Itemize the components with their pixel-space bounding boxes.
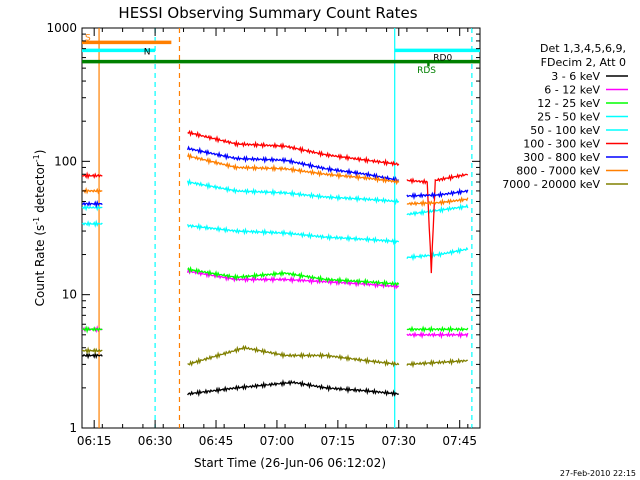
series-0-seg-1	[187, 378, 400, 398]
legend-header-1: FDecim 2, Att 0	[541, 56, 626, 69]
legend-label-4: 50 - 100 keV	[530, 124, 600, 137]
x-tick-label-3: 07:00	[260, 434, 295, 448]
x-tick-label-2: 06:45	[199, 434, 234, 448]
footer-timestamp: 27-Feb-2010 22:15	[560, 469, 636, 478]
legend-label-5: 100 - 300 keV	[523, 138, 600, 151]
series-8-seg-1	[187, 344, 400, 368]
legend-label-0: 3 - 6 keV	[551, 70, 600, 83]
x-tick-label-5: 07:30	[381, 434, 416, 448]
legend-label-3: 25 - 50 keV	[537, 111, 600, 124]
y-axis-label: Count Rate (s-1 detector-1)	[32, 150, 47, 307]
series-8-seg-2	[406, 357, 468, 369]
series-3-seg-1	[187, 222, 400, 246]
flag-label-1: N	[144, 47, 151, 57]
y-axis-label-sup2: -1	[32, 154, 41, 162]
y-axis-label-sup1: -1	[32, 217, 41, 225]
series-4-seg-0	[81, 204, 103, 212]
x-axis-label: Start Time (26-Jun-06 06:12:02)	[194, 456, 386, 470]
series-1-seg-2	[406, 330, 469, 340]
plot-area	[81, 27, 481, 429]
y-tick-label-3: 1000	[46, 21, 77, 35]
legend-label-2: 12 - 25 keV	[537, 97, 600, 110]
series-6-seg-1	[186, 145, 399, 185]
series-8-seg-0	[81, 346, 103, 355]
x-tick-label-0: 06:15	[77, 434, 112, 448]
legend-label-1: 6 - 12 keV	[544, 84, 600, 97]
series-5-seg-1	[187, 129, 400, 167]
series-6-seg-2	[406, 187, 469, 201]
series-2-seg-0	[81, 325, 103, 334]
series-5-seg-0	[81, 171, 103, 180]
series-1-seg-1	[186, 267, 400, 291]
series-3-seg-0	[81, 219, 103, 228]
series-3-seg-2	[406, 246, 469, 262]
series-5-seg-2	[406, 172, 469, 274]
y-axis-label-main: Count Rate (s	[33, 225, 47, 307]
y-axis-label-mid: detector	[33, 162, 47, 217]
series-2-seg-2	[406, 325, 469, 334]
series-2-seg-1	[187, 265, 400, 288]
y-tick-label-1: 10	[62, 288, 77, 302]
x-tick-label-6: 07:45	[442, 434, 477, 448]
y-tick-label-0: 1	[69, 421, 77, 435]
legend-label-6: 300 - 800 keV	[523, 151, 600, 164]
flag-label-3: RD0	[433, 54, 452, 64]
series-4-seg-2	[406, 203, 469, 217]
series-6-seg-0	[81, 199, 103, 209]
series-7-seg-2	[406, 196, 469, 208]
flag-label-2: RDS	[417, 66, 436, 76]
flag-label-0: S	[85, 33, 91, 43]
legend-header-0: Det 1,3,4,5,6,9,	[540, 42, 626, 55]
y-axis-label-end: )	[33, 150, 47, 155]
chart-title: HESSI Observing Summary Count Rates	[118, 4, 417, 22]
y-tick-label-2: 100	[54, 154, 77, 168]
series-4-seg-1	[186, 178, 400, 206]
x-tick-label-1: 06:30	[138, 434, 173, 448]
x-tick-label-4: 07:15	[321, 434, 356, 448]
series-7-seg-1	[187, 152, 400, 186]
legend-label-8: 7000 - 20000 keV	[502, 178, 600, 191]
legend-label-7: 800 - 7000 keV	[516, 165, 600, 178]
series-0-seg-0	[81, 351, 103, 360]
